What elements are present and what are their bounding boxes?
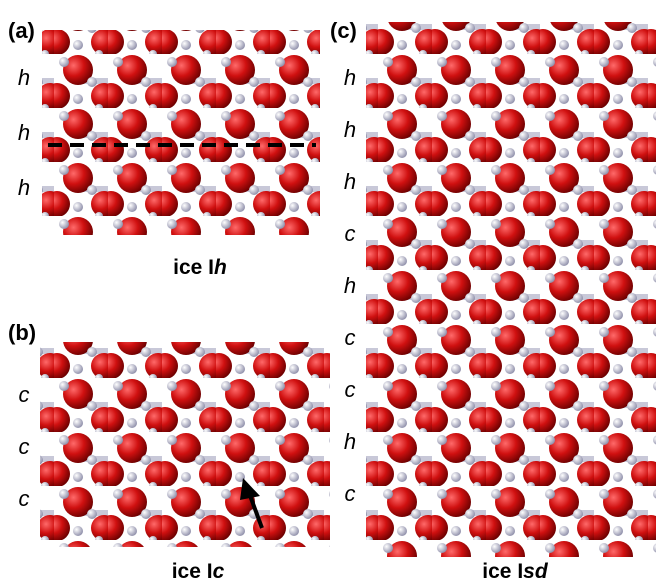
layer-label: c — [19, 486, 30, 511]
layer-label: h — [18, 120, 30, 145]
layer-label: h — [344, 273, 356, 298]
layer-label: h — [344, 169, 356, 194]
caption: ice Ic — [172, 560, 225, 583]
arrow-head — [240, 478, 260, 500]
layer-label: c — [19, 382, 30, 407]
caption: ice Isd — [482, 560, 549, 583]
ice-isd-structure — [366, 22, 656, 557]
caption-suffix: c — [213, 560, 225, 583]
structures — [40, 22, 656, 557]
ice-ih-structure — [42, 30, 320, 235]
ice-ic-structure — [40, 342, 330, 547]
layer-label: h — [18, 175, 30, 200]
layer-label: h — [344, 65, 356, 90]
layer-label: h — [344, 429, 356, 454]
panel-label: (b) — [8, 320, 36, 345]
layer-label: h — [344, 117, 356, 142]
layer-label: h — [18, 65, 30, 90]
layer-label: c — [345, 377, 356, 402]
layer-label: c — [345, 221, 356, 246]
caption: ice Ih — [173, 256, 227, 279]
panel-label: (a) — [8, 18, 35, 43]
layer-label: c — [19, 434, 30, 459]
caption-prefix: ice I — [173, 256, 214, 279]
layer-label: c — [345, 481, 356, 506]
caption-prefix: ice I — [482, 560, 523, 583]
panel-label: (c) — [330, 18, 357, 43]
caption-prefix: ice I — [172, 560, 213, 583]
caption-suffix: sd — [523, 560, 549, 583]
caption-suffix: h — [214, 256, 227, 279]
layer-label: c — [345, 325, 356, 350]
